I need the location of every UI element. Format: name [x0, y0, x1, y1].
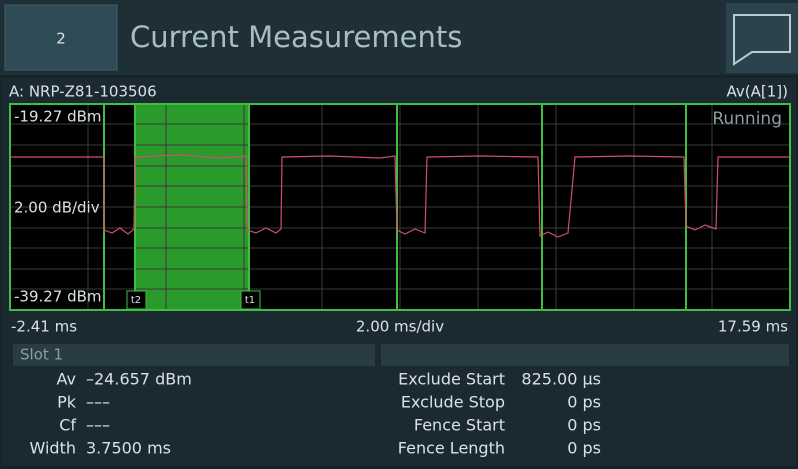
measure-label: Av: [57, 370, 76, 389]
param-label: Exclude Start: [398, 370, 505, 389]
top-bar: [0, 0, 798, 75]
message-icon: [733, 14, 791, 66]
measure-label: Pk: [57, 393, 77, 412]
top-level-label: -19.27 dBm: [14, 108, 102, 126]
marker-t2: [126, 290, 147, 310]
channel-label: Av(A[1]): [727, 83, 788, 101]
page-button[interactable]: [4, 4, 118, 71]
param-value: 825.00 µs: [521, 370, 601, 389]
status: Running: [712, 109, 782, 129]
param-value: 0 ps: [567, 439, 601, 458]
marker-t2-label: t2: [131, 295, 141, 306]
bottom-level-label: -39.27 dBm: [14, 288, 102, 306]
measure-value: –––: [86, 393, 110, 412]
grid: [10, 104, 790, 310]
x-scale: 2.00 ms/div: [356, 318, 444, 336]
param-label: Exclude Stop: [401, 393, 505, 412]
param-label: Fence Length: [398, 439, 505, 458]
slot-title: Slot 1: [20, 346, 63, 364]
trace: [10, 154, 790, 238]
marker-t1-label: t1: [245, 295, 255, 306]
page-number: 2: [56, 30, 66, 48]
measure-value: –24.657 dBm: [86, 370, 192, 389]
param-value: 0 ps: [567, 393, 601, 412]
param-value: 0 ps: [567, 416, 601, 435]
slot-header-right: [381, 344, 789, 366]
slot-header-left: [13, 344, 375, 366]
x-start: -2.41 ms: [11, 318, 77, 336]
measure-value: –––: [86, 416, 110, 435]
param-label: Fence Start: [414, 416, 505, 435]
plot-border: [9, 103, 791, 311]
measure-label: Width: [30, 439, 76, 458]
scale-label: 2.00 dB/div: [14, 199, 100, 217]
measure-label: Cf: [59, 416, 76, 435]
sensor-label: A: NRP-Z81-103506: [9, 83, 157, 101]
page-title: Current Measurements: [130, 20, 462, 54]
measure-value: 3.7500 ms: [86, 439, 171, 458]
x-end: 17.59 ms: [718, 318, 788, 336]
marker-t1: [240, 290, 261, 310]
